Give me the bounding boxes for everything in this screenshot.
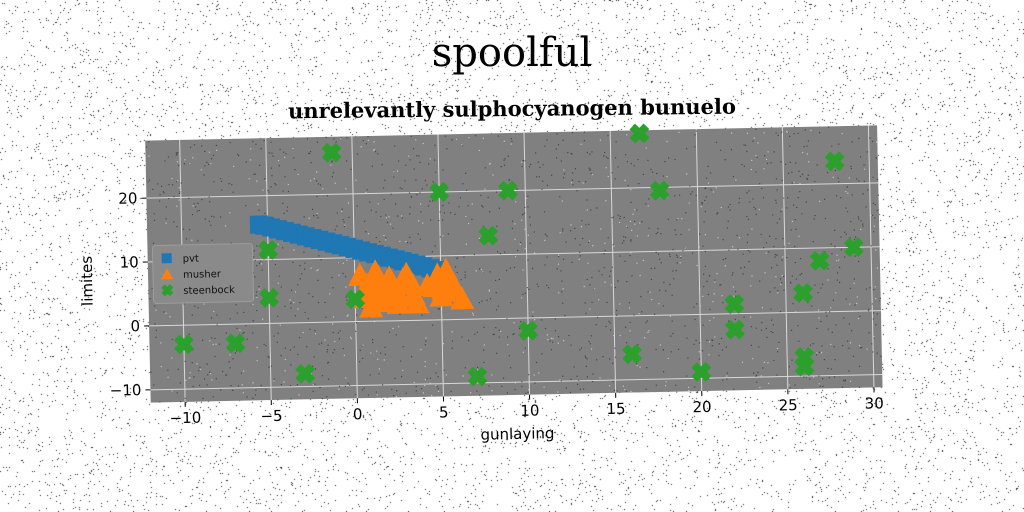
y-tick-label: 20 (118, 189, 137, 207)
x-tick-label: −5 (260, 407, 282, 425)
legend-label: steenbock (183, 285, 235, 297)
x-tick-label: 20 (692, 398, 711, 416)
x-tick-label: 15 (606, 400, 625, 418)
y-axis: −10 0 10 20 (106, 189, 151, 400)
x-tick-label: −10 (169, 409, 201, 428)
x-tick-label: 0 (353, 405, 363, 423)
x-tick-label: 10 (520, 401, 539, 419)
plot-area (145, 125, 882, 402)
y-tick-label: 10 (119, 253, 138, 271)
legend-label: pvt (183, 254, 199, 265)
y-tick-label: −10 (110, 381, 142, 400)
x-tick-label: 25 (778, 396, 797, 414)
x-axis-label: gunlaying (480, 424, 554, 444)
y-tick-label: 0 (130, 317, 140, 335)
legend: pvt musher steenbock (152, 243, 253, 303)
y-axis-label: limites (78, 256, 97, 307)
legend-marker (162, 253, 172, 263)
x-tick-label: 5 (439, 403, 449, 421)
x-tick-label: 30 (865, 394, 884, 412)
legend-label: musher (183, 269, 222, 281)
